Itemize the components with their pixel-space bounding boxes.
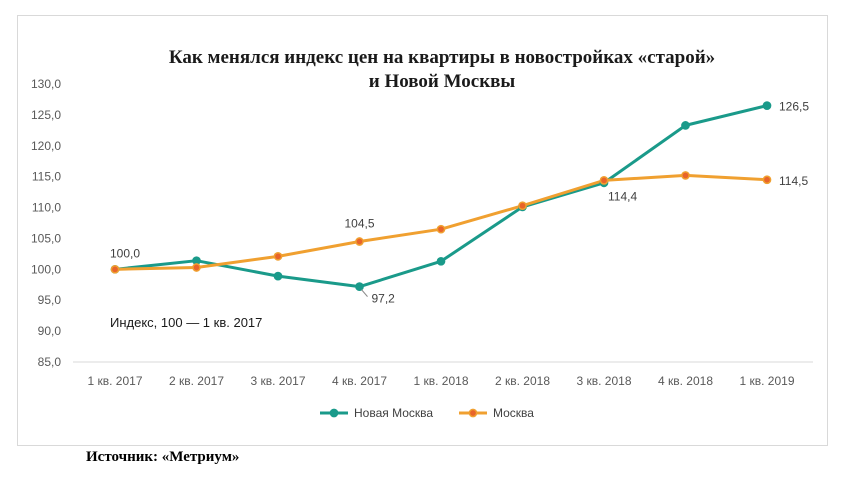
data-label: 126,5	[779, 100, 809, 114]
index-note: Индекс, 100 — 1 кв. 2017	[110, 315, 262, 330]
x-tick-label: 3 кв. 2018	[577, 374, 632, 388]
data-point	[681, 171, 690, 180]
x-tick-label: 3 кв. 2017	[251, 374, 306, 388]
legend-swatch-marker	[468, 408, 478, 418]
data-point	[762, 101, 772, 110]
x-tick-label: 1 кв. 2018	[414, 374, 469, 388]
y-tick-label: 130,0	[31, 77, 61, 91]
data-point	[110, 264, 120, 274]
data-label: 104,5	[344, 217, 374, 231]
x-tick-label: 1 кв. 2019	[740, 374, 795, 388]
chart-frame: Как менялся индекс цен на квартиры в нов…	[17, 15, 828, 446]
data-point	[599, 176, 609, 185]
legend: Новая Москва Москва	[320, 406, 534, 420]
x-tick-label: 2 кв. 2017	[169, 374, 224, 388]
y-tick-label: 90,0	[38, 324, 62, 338]
y-tick-label: 125,0	[31, 108, 61, 122]
data-label: 114,5	[779, 174, 808, 188]
y-tick-label: 105,0	[31, 231, 61, 245]
x-tick-label: 4 кв. 2017	[332, 374, 387, 388]
legend-label: Москва	[493, 406, 534, 420]
x-tick-label: 2 кв. 2018	[495, 374, 550, 388]
plot-area: 85,0 90,0 95,0 100,0 105,0 110,0 115,0 120,0 125…	[31, 77, 813, 388]
data-point	[762, 175, 772, 185]
data-point	[436, 224, 446, 234]
y-tick-label: 120,0	[31, 139, 61, 153]
data-point	[518, 201, 527, 211]
data-point	[355, 282, 364, 291]
leader-line	[361, 289, 368, 297]
legend-swatch-marker	[329, 408, 339, 418]
chart-title-line-1: Как менялся индекс цен на квартиры в нов…	[169, 47, 715, 68]
y-tick-label: 110,0	[32, 201, 61, 215]
x-tick-label: 4 кв. 2018	[658, 374, 713, 388]
x-tick-label: 1 кв. 2017	[88, 374, 143, 388]
source-caption: Источник: «Метриум»	[86, 449, 240, 465]
y-tick-label: 115,0	[32, 170, 61, 184]
data-point	[355, 237, 364, 246]
data-point	[273, 271, 283, 281]
y-tick-label: 100,0	[31, 262, 61, 276]
data-point	[273, 252, 283, 261]
data-point	[192, 263, 201, 272]
data-point	[681, 121, 690, 130]
data-label: 97,2	[372, 292, 396, 306]
data-point	[436, 256, 446, 266]
series-line	[113, 173, 769, 271]
y-tick-label: 85,0	[38, 355, 62, 369]
data-label: 100,0	[110, 246, 140, 260]
chart-title-line-2: и Новой Москвы	[369, 71, 516, 92]
y-tick-label: 95,0	[38, 293, 62, 307]
data-label: 114,4	[608, 189, 637, 203]
legend-label: Новая Москва	[354, 406, 433, 420]
line-chart: Как менялся индекс цен на квартиры в нов…	[31, 47, 813, 420]
